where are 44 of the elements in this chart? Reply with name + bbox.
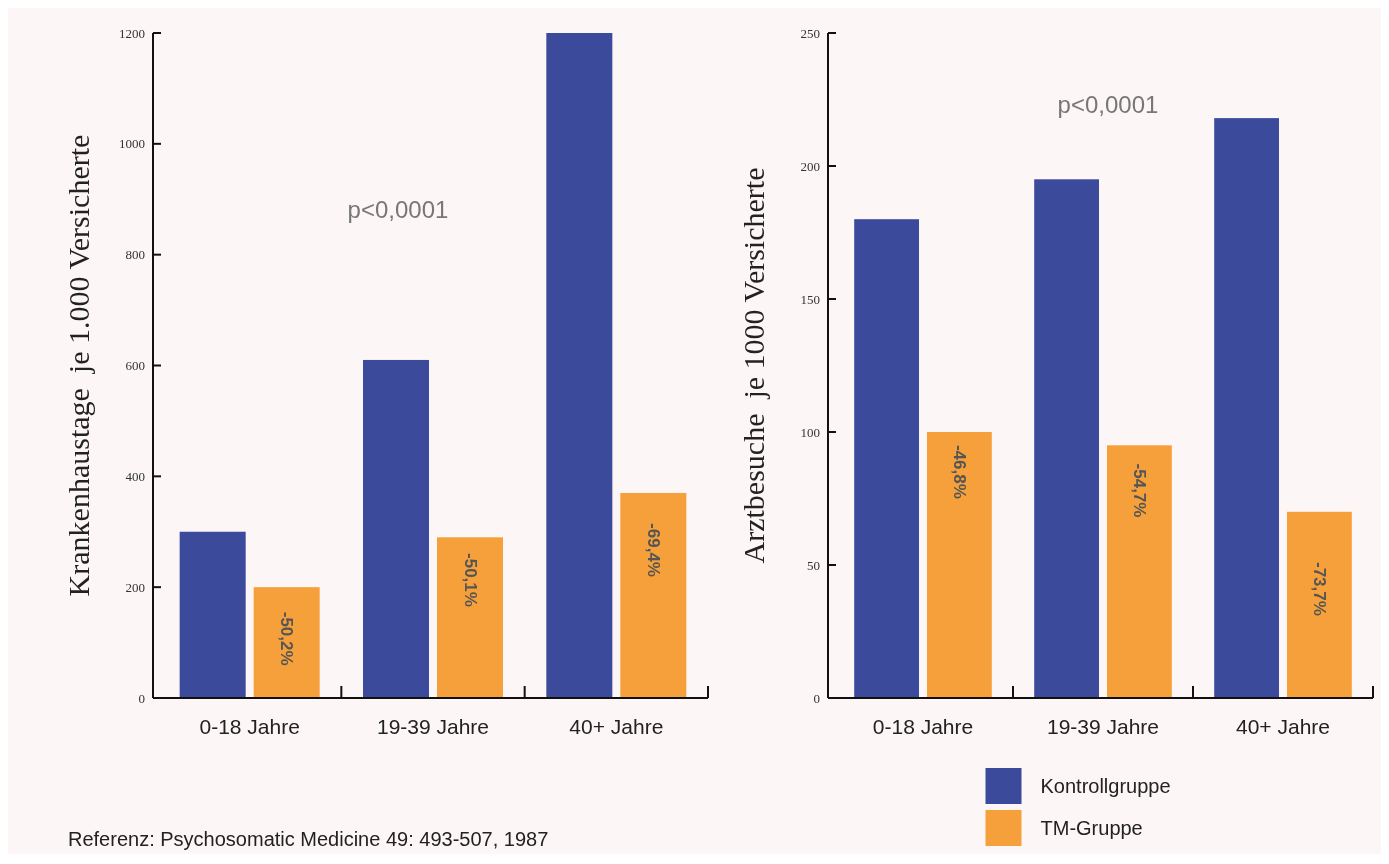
bar (546, 33, 613, 698)
bar (437, 537, 503, 698)
annotation: -50,2% (277, 611, 297, 666)
y-tick-label: 200 (800, 158, 820, 174)
x-tick-label: 19-39 Jahre (376, 714, 490, 738)
legend-label: Kontrollgruppe (1040, 775, 1171, 797)
annotation: -69,4% (643, 523, 663, 577)
y-axis-title: Arztbesuche je 1000 Versicherte (736, 167, 770, 564)
x-tick-label: 0-18 Jahre (872, 714, 974, 738)
y-tick-label: 250 (800, 25, 820, 41)
y-tick-label: 600 (125, 358, 145, 373)
y-tick-label: 800 (125, 247, 145, 263)
x-tick-label: 19-39 Jahre (1046, 714, 1160, 738)
y-tick-label: 150 (800, 291, 820, 307)
bar (253, 587, 320, 698)
y-tick-label: 0 (138, 690, 145, 706)
y-tick-label: 400 (125, 468, 145, 484)
y-tick-label: 100 (800, 424, 820, 440)
bar (927, 432, 992, 698)
y-tick-label: 1000 (119, 136, 145, 152)
text: Referenz: Psychosomatic Medicine 49: 493-507, 1987 (68, 828, 549, 850)
y-tick-label: 50 (807, 557, 820, 573)
bar (1034, 179, 1099, 698)
annotation: p<0,0001 (1057, 91, 1159, 118)
x-tick-label: 40+ Jahre (569, 714, 664, 738)
bar (854, 219, 919, 698)
annotation: p<0,0001 (347, 196, 449, 223)
annotation: -54,7% (1129, 463, 1149, 518)
y-tick-label: 200 (125, 579, 145, 595)
annotation: -73,7% (1309, 562, 1329, 616)
bar (620, 492, 687, 698)
y-axis-title: Krankenhaustage je 1.000 Versicherte (61, 134, 95, 597)
bar (1214, 118, 1279, 698)
bar (1107, 445, 1172, 698)
annotation: -50,1% (460, 553, 480, 607)
bar (179, 531, 246, 698)
y-tick-label: 0 (813, 690, 820, 706)
y-tick-label: 1200 (119, 25, 145, 41)
x-tick-label: 40+ Jahre (1236, 714, 1330, 738)
x-tick-label: 0-18 Jahre (199, 714, 300, 738)
bar (1287, 511, 1352, 698)
bar (363, 359, 429, 698)
annotation: -46,8% (949, 444, 969, 499)
legend-label: TM-Gruppe (1040, 817, 1143, 839)
